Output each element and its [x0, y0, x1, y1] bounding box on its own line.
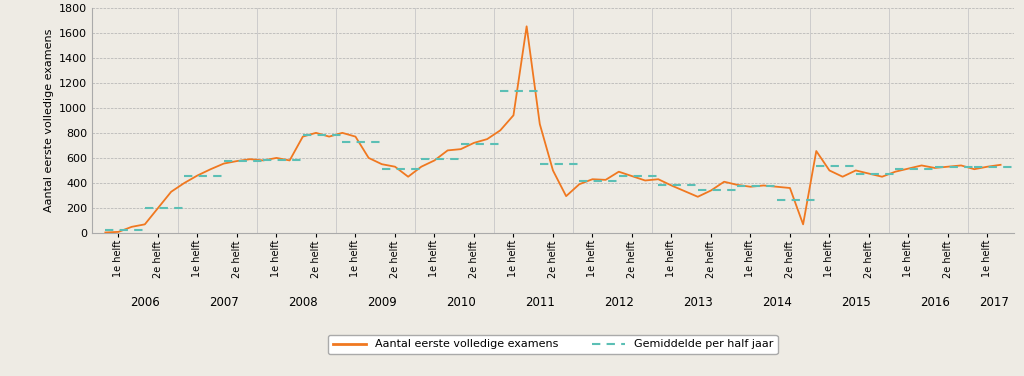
Text: 2007: 2007	[209, 296, 239, 309]
Legend: Aantal eerste volledige examens, Gemiddelde per half jaar: Aantal eerste volledige examens, Gemidde…	[329, 335, 777, 354]
Text: 2013: 2013	[683, 296, 713, 309]
Text: 2010: 2010	[445, 296, 476, 309]
Text: 2016: 2016	[920, 296, 949, 309]
Text: 2012: 2012	[604, 296, 634, 309]
Y-axis label: Aantal eerste volledige examens: Aantal eerste volledige examens	[44, 29, 53, 212]
Text: 2014: 2014	[762, 296, 792, 309]
Text: 2015: 2015	[841, 296, 870, 309]
Text: 2009: 2009	[367, 296, 396, 309]
Text: 2017: 2017	[979, 296, 1009, 309]
Text: 2011: 2011	[525, 296, 555, 309]
Text: 2006: 2006	[130, 296, 160, 309]
Text: 2008: 2008	[288, 296, 317, 309]
